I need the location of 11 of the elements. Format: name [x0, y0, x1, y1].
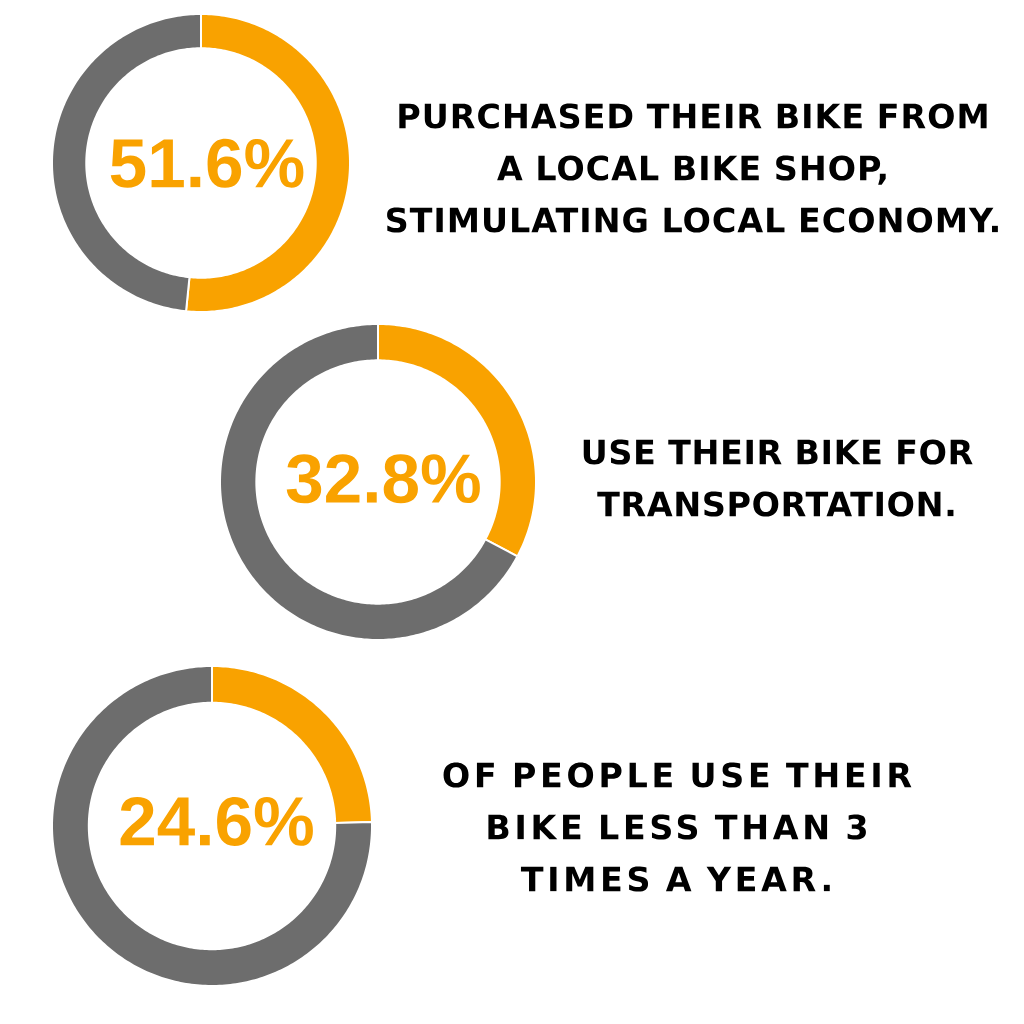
text: STIMULATING LOCAL ECONOMY. — [387, 207, 998, 233]
text: TIMES A YEAR. — [520, 866, 830, 892]
data-label: 32.8% — [286, 454, 480, 504]
text: USE THEIR BIKE FOR — [583, 439, 973, 465]
text: TRANSPORTATION. — [597, 491, 954, 517]
data-label: 51.6% — [110, 138, 304, 188]
text: OF PEOPLE USE THEIR — [443, 762, 912, 788]
text: BIKE LESS THAN 3 — [488, 814, 866, 840]
text: PURCHASED THEIR BIKE FROM — [399, 103, 987, 129]
text: A LOCAL BIKE SHOP, — [497, 155, 886, 185]
data-label: 24.6% — [120, 796, 313, 846]
